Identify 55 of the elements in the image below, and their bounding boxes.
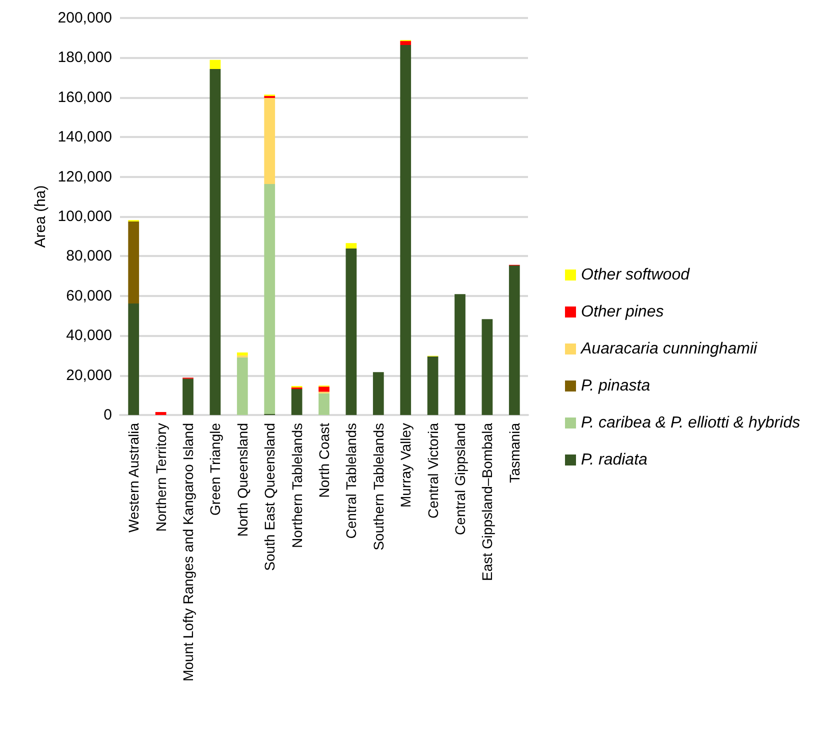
bar (210, 60, 221, 70)
y-tick-label: 100,000 (58, 208, 112, 225)
x-tick-label: Central Tablelands (343, 423, 360, 539)
bar (508, 266, 520, 415)
x-tick-label: Mount Lofty Ranges and Kangaroo Island (180, 423, 196, 682)
x-tick-label: Tasmania (506, 422, 522, 483)
legend-label: Other softwood (581, 266, 691, 284)
bar (482, 319, 493, 415)
x-tick-label: East Gippsland–Bombala (479, 422, 496, 581)
x-tick-label: Western Australia (126, 422, 142, 532)
bar (400, 44, 412, 415)
bar (318, 386, 330, 392)
x-tick-label: North Queensland (234, 423, 250, 537)
bar (346, 248, 357, 415)
x-tick-label: Green Triangle (207, 422, 224, 516)
y-tick-label: 80,000 (66, 248, 112, 265)
x-tick-label: Southern Tablelands (370, 423, 386, 550)
bar (372, 372, 384, 415)
bar (454, 294, 466, 415)
x-tick-label: North Coast (316, 422, 332, 498)
bar (264, 184, 276, 414)
x-tick-label: Central Gippsland (452, 423, 468, 536)
bar (236, 357, 248, 415)
bar (318, 393, 330, 415)
bar (210, 69, 221, 415)
bar (128, 303, 140, 415)
legend-label: Other pines (581, 304, 664, 320)
bar (236, 352, 248, 356)
y-tick-label: 20,000 (66, 366, 112, 384)
bar (427, 356, 438, 415)
y-tick-label: 140,000 (58, 128, 112, 146)
x-tick-label: Northern Territory (152, 423, 169, 532)
bar (128, 221, 140, 304)
x-tick-label: Northern Tablelands (288, 423, 305, 548)
legend-label: P. pinasta (581, 378, 650, 394)
bar (264, 98, 276, 184)
y-tick-label: 40,000 (66, 327, 112, 344)
x-tick-label: Murray Valley (398, 423, 414, 508)
bar (182, 378, 194, 415)
x-tick-label: South East Queensland (262, 423, 278, 571)
bar (346, 243, 357, 248)
bar (400, 41, 412, 45)
y-tick-label: 60,000 (66, 287, 112, 304)
legend-label: P. radiata (581, 452, 648, 468)
legend-label: Auaracaria cunninghamii (580, 340, 758, 358)
y-tick-label: 180,000 (58, 49, 112, 66)
x-tick-label: Central Victoria (424, 422, 441, 518)
y-tick-label: 160,000 (58, 88, 112, 106)
y-tick-label: 0 (104, 406, 112, 424)
bar (155, 412, 166, 415)
legend-label: P. caribea & P. elliotti & hybrids (581, 414, 800, 432)
bar (291, 388, 302, 415)
y-axis-title: Area (ha) (32, 185, 49, 248)
y-tick-label: 120,000 (58, 168, 112, 186)
y-tick-label: 200,000 (58, 10, 112, 26)
